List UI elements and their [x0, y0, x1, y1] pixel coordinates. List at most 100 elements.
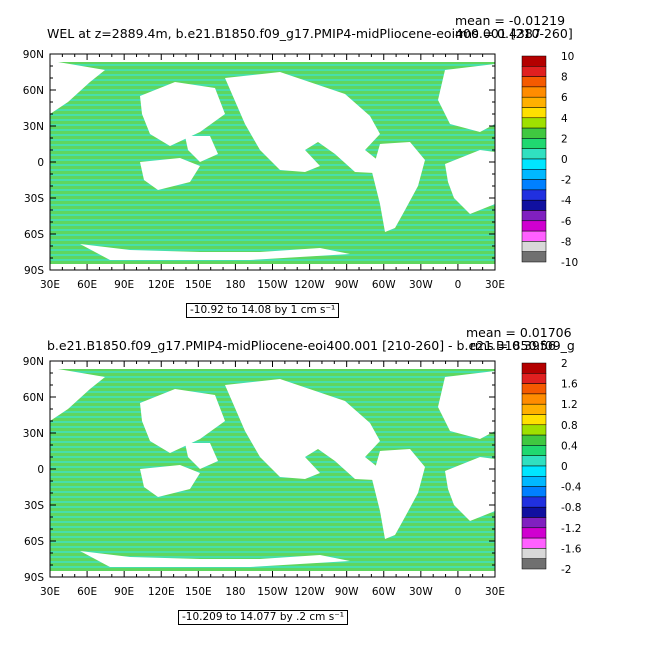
- ocean-texture: [50, 69, 495, 71]
- ocean-texture: [50, 179, 495, 181]
- ocean-texture: [50, 249, 495, 251]
- colorbar-swatch: [521, 179, 547, 191]
- lon-tick-label: 120W: [294, 586, 325, 598]
- colorbar-swatch: [521, 107, 547, 119]
- colorbar-label: 1.2: [561, 399, 578, 411]
- colorbar-swatch: [521, 537, 547, 549]
- colorbar-swatch: [521, 393, 547, 405]
- lon-tick-label: 120W: [294, 279, 325, 291]
- colorbar-swatch: [521, 496, 547, 508]
- land-mask: [140, 389, 225, 453]
- ocean-texture: [50, 229, 495, 231]
- map-panel-2-svg: mean = 0.01706 rms = 0.3956 b.e21.B1850.…: [23, 325, 582, 598]
- lat-tick-labels: 90N 60N 30N 0 30S 60S 90S: [23, 49, 45, 277]
- ocean-texture: [50, 566, 495, 568]
- colorbar-swatch: [521, 117, 547, 129]
- lon-tick-label: 180: [225, 279, 245, 291]
- lon-tick-label: 30E: [40, 279, 60, 291]
- lon-tick-label: 60W: [372, 279, 396, 291]
- colorbar-label: -0.8: [561, 502, 582, 514]
- lat-tick-label: 0: [37, 157, 44, 169]
- ocean-texture: [50, 546, 495, 548]
- colorbar-swatch: [521, 403, 547, 415]
- colorbar-swatch: [521, 362, 547, 374]
- colorbar-swatch: [521, 465, 547, 477]
- lon-tick-label: 90E: [114, 279, 134, 291]
- colorbar-2: 2 1.6 1.2 0.8 0.4 0 -0.4 -0.8 -1.2 -1.6 -2: [521, 358, 582, 576]
- lon-tick-label: 90W: [335, 586, 359, 598]
- colorbar-swatch: [521, 476, 547, 487]
- lon-tick-label: 30E: [40, 586, 60, 598]
- colorbar-label: -1.2: [561, 523, 582, 535]
- ocean-texture: [50, 64, 495, 66]
- land-mask: [445, 150, 495, 214]
- map-plot-2: [49, 360, 496, 578]
- ocean-texture: [50, 219, 495, 221]
- ocean-texture: [50, 376, 495, 378]
- lon-tick-label: 150E: [185, 586, 212, 598]
- colorbar-label: -2: [561, 564, 571, 576]
- ocean-texture: [50, 471, 495, 473]
- colorbar-label: -0.4: [561, 482, 582, 494]
- colorbar-swatch: [521, 127, 547, 139]
- colorbar-swatch: [521, 148, 547, 160]
- colorbar-label: 0: [561, 154, 568, 166]
- land-mask: [140, 465, 200, 497]
- land-mask: [80, 244, 350, 260]
- ocean-texture: [50, 496, 495, 498]
- land-mask: [225, 72, 395, 174]
- ocean-texture: [50, 184, 495, 186]
- lon-tick-label: 150E: [185, 279, 212, 291]
- colorbar-label: 8: [561, 72, 568, 84]
- map-title: b.e21.B1850.f09_g17.PMIP4-midPliocene-eo…: [47, 338, 575, 353]
- land-mask: [185, 443, 218, 469]
- lat-tick-label: 30N: [23, 121, 44, 133]
- lat-tick-label: 90N: [23, 49, 44, 61]
- lon-tick-label: 90W: [335, 279, 359, 291]
- lat-tick-label: 0: [37, 464, 44, 476]
- lon-tick-label: 120E: [148, 279, 175, 291]
- contour-range-label: -10.209 to 14.077 by .2 cm s⁻¹: [178, 610, 348, 625]
- lon-tick-labels: 30E 60E 90E 120E 150E 180 150W 120W 90W 60W 30W 0 30…: [40, 586, 505, 598]
- ocean-texture: [50, 481, 495, 483]
- colorbar-swatch: [521, 241, 547, 252]
- ocean-texture: [50, 259, 495, 261]
- ocean-texture: [50, 239, 495, 241]
- lat-tick-label: 90N: [23, 356, 44, 368]
- lon-tick-label: 150W: [257, 586, 288, 598]
- ocean-texture: [50, 516, 495, 518]
- ocean-texture: [50, 199, 495, 201]
- colorbar-swatch: [521, 66, 547, 77]
- ocean-texture: [50, 189, 495, 191]
- lon-tick-label: 60E: [77, 586, 97, 598]
- colorbar-swatch: [521, 55, 547, 67]
- map-title: WEL at z=2889.4m, b.e21.B1850.f09_g17.PM…: [47, 26, 573, 41]
- colorbar-1: 10 8 6 4 2 0 -2 -4 -6 -8 -10: [521, 51, 578, 269]
- colorbar-label: 10: [561, 51, 574, 63]
- lat-tick-label: 60S: [24, 536, 44, 548]
- colorbar-swatch: [521, 220, 547, 232]
- colorbar-label: -2: [561, 175, 571, 187]
- ocean-texture: [50, 371, 495, 373]
- lat-tick-label: 90S: [24, 572, 44, 584]
- lon-tick-labels: 30E 60E 90E 120E 150E 180 150W 120W 90W 60W 30W 0 30…: [40, 279, 505, 291]
- land-mask: [372, 142, 425, 232]
- land-mask: [438, 371, 495, 439]
- colorbar-swatch: [521, 517, 547, 529]
- map-panel-1: mean = -0.01219 rms = 0.4387 WEL at z=28…: [0, 0, 647, 320]
- land-mask: [372, 449, 425, 539]
- lon-tick-label: 30E: [485, 586, 505, 598]
- colorbar-swatch: [521, 199, 547, 211]
- ocean-texture: [50, 476, 495, 478]
- colorbar-swatch: [521, 210, 547, 222]
- ocean-texture: [50, 531, 495, 533]
- lon-tick-label: 150W: [257, 279, 288, 291]
- colorbar-swatch: [521, 527, 547, 539]
- ocean-texture: [50, 209, 495, 211]
- mean-label: mean = 0.01706: [466, 325, 572, 340]
- ocean-texture: [50, 536, 495, 538]
- ocean-texture: [50, 511, 495, 513]
- colorbar-swatch: [521, 76, 547, 88]
- land-mask: [185, 136, 218, 162]
- colorbar-swatch: [521, 96, 547, 108]
